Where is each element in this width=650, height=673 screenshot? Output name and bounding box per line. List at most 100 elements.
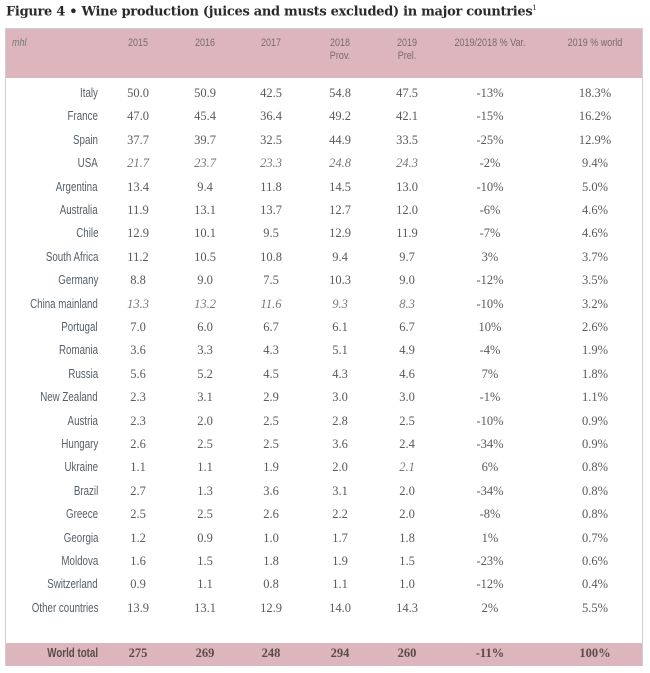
table-cell: 7% xyxy=(481,366,499,381)
table-row: China mainland 13.3 13.2 11.6 9.3 8.3 -10% 3.2% xyxy=(6,294,642,317)
country-label: Greece xyxy=(66,507,98,522)
column-header: 2019 Prel. xyxy=(396,37,418,62)
table-cell: 2.7 xyxy=(130,483,146,498)
table-cell: 13.1 xyxy=(194,600,216,615)
table-cell: 50.9 xyxy=(194,86,216,100)
table-row: Italy 50.0 50.9 42.5 54.8 47.5 -13% 18.3% xyxy=(6,83,642,106)
table-cell: 8.3 xyxy=(399,296,415,311)
table-cell: 3.6 xyxy=(263,483,279,498)
table-cell: 16.2% xyxy=(578,109,612,124)
table-cell: 54.8 xyxy=(329,86,351,100)
table-cell: 3.0 xyxy=(332,390,348,405)
table-cell: 0.9 xyxy=(130,577,146,592)
table-cell: 2.9 xyxy=(263,390,279,405)
table-cell: 2.6 xyxy=(130,437,146,451)
table-cell: -11% xyxy=(475,646,505,660)
table-cell: 1.8% xyxy=(581,366,609,381)
table-row: Romania 3.6 3.3 4.3 5.1 4.9 -4% 1.9% xyxy=(6,340,642,363)
table-cell: 5.0% xyxy=(581,179,609,194)
table-cell: 9.0 xyxy=(197,273,213,288)
country-label: USA xyxy=(77,156,98,171)
table-row: Australia 11.9 13.1 13.7 12.7 12.0 -6% 4.6% xyxy=(6,200,642,223)
table-cell: 1.9% xyxy=(581,343,609,358)
table-cell: 2% xyxy=(481,600,499,615)
total-row: World total 275 269 248 294 260 -11% 100% xyxy=(6,643,642,666)
table-cell: 3.0 xyxy=(399,390,415,405)
title-footnote: 1 xyxy=(532,4,537,12)
table-cell: 1.8 xyxy=(399,530,415,545)
table-cell: 12.9 xyxy=(127,226,149,241)
table-cell: 1.6 xyxy=(130,554,146,568)
table-cell: 4.6 xyxy=(399,366,415,381)
table-cell: 23.7 xyxy=(194,156,216,171)
country-label: Ukraine xyxy=(64,460,98,475)
table-cell: 4.3 xyxy=(332,366,348,381)
table-cell: 37.7 xyxy=(127,132,149,147)
table-cell: 2.5 xyxy=(130,507,146,522)
column-header: 2019/2018 % Var. xyxy=(454,37,526,49)
table-cell: 8.8 xyxy=(130,273,146,288)
table-cell: 49.2 xyxy=(329,109,351,124)
table-cell: 9.5 xyxy=(263,226,279,241)
country-label: Austria xyxy=(67,413,98,428)
table-cell: 2.3 xyxy=(130,390,146,405)
table-cell: 12.7 xyxy=(329,203,351,217)
country-label: Moldova xyxy=(61,554,98,568)
country-label: Chile xyxy=(75,226,98,241)
table-cell: 0.8 xyxy=(263,577,279,592)
table-cell: 3.7% xyxy=(581,249,609,264)
table-cell: -2% xyxy=(479,156,501,171)
table-cell: 2.8 xyxy=(332,413,348,428)
table-cell: 6.7 xyxy=(263,320,279,334)
table-cell: 1.5 xyxy=(399,554,415,568)
table-cell: -15% xyxy=(476,109,504,124)
table-cell: 275 xyxy=(128,646,148,660)
country-label: Germany xyxy=(57,273,98,288)
table-cell: 11.9 xyxy=(396,226,418,241)
table-cell: 12.9 xyxy=(260,600,282,615)
table-cell: 1.5 xyxy=(197,554,213,568)
table-cell: 44.9 xyxy=(329,132,351,147)
table-cell: 13.9 xyxy=(127,600,149,615)
country-label: Georgia xyxy=(63,530,98,545)
table-cell: 2.1 xyxy=(399,460,415,475)
table-row: Switzerland 0.9 1.1 0.8 1.1 1.0 -12% 0.4% xyxy=(6,574,642,597)
table-cell: 13.1 xyxy=(194,203,216,217)
table-cell: 260 xyxy=(397,646,417,660)
table-cell: 0.9% xyxy=(581,437,609,451)
table-row: Brazil 2.7 1.3 3.6 3.1 2.0 -34% 0.8% xyxy=(6,481,642,504)
table-cell: 3.3 xyxy=(197,343,213,358)
table-cell: 248 xyxy=(261,646,281,660)
table-cell: -23% xyxy=(476,554,504,568)
country-label: Brazil xyxy=(73,483,98,498)
table-cell: 39.7 xyxy=(194,132,216,147)
table-cell: 13.0 xyxy=(396,179,418,194)
table-cell: -12% xyxy=(476,273,504,288)
table-row: Greece 2.5 2.5 2.6 2.2 2.0 -8% 0.8% xyxy=(6,504,642,527)
table-cell: -6% xyxy=(479,203,501,217)
table-cell: 10.8 xyxy=(260,249,282,264)
table-cell: 2.6 xyxy=(263,507,279,522)
table-cell: 50.0 xyxy=(127,86,149,100)
table-cell: -4% xyxy=(479,343,501,358)
table-cell: 2.5 xyxy=(197,437,213,451)
table-cell: -7% xyxy=(479,226,501,241)
country-label: Portugal xyxy=(61,320,98,334)
country-label: Other countries xyxy=(31,600,98,615)
table-cell: 1.7 xyxy=(332,530,348,545)
table-row: Russia 5.6 5.2 4.5 4.3 4.6 7% 1.8% xyxy=(6,364,642,387)
table-cell: 2.5 xyxy=(399,413,415,428)
table-cell: 0.9% xyxy=(581,413,609,428)
table-cell: 1.3 xyxy=(197,483,213,498)
table-row: Ukraine 1.1 1.1 1.9 2.0 2.1 6% 0.8% xyxy=(6,457,642,480)
country-label: Switzerland xyxy=(47,577,98,592)
table-cell: 6% xyxy=(481,460,499,475)
table-cell: 12.9% xyxy=(578,132,612,147)
table-cell: 1.1 xyxy=(130,460,146,475)
table-cell: 2.5 xyxy=(263,437,279,451)
table-row: New Zealand 2.3 3.1 2.9 3.0 3.0 -1% 1.1% xyxy=(6,387,642,410)
column-header: 2016 xyxy=(194,37,216,49)
column-header: 2017 xyxy=(260,37,282,49)
table-cell: 294 xyxy=(330,646,350,660)
table-cell: 45.4 xyxy=(194,109,216,124)
